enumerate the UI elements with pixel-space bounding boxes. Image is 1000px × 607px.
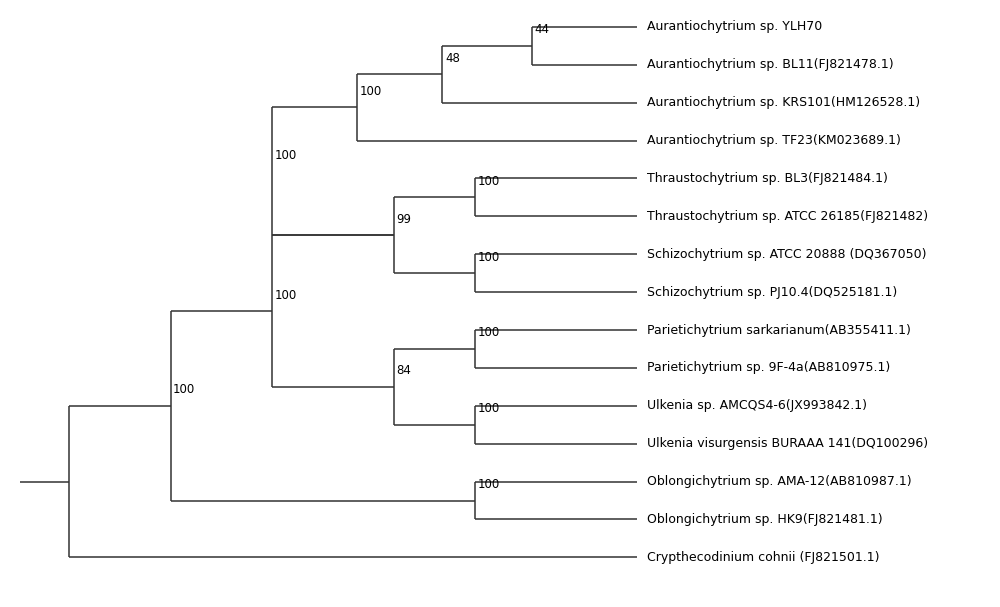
Text: 100: 100	[477, 327, 500, 339]
Text: 100: 100	[274, 288, 297, 302]
Text: Schizochytrium sp. ATCC 20888 (DQ367050): Schizochytrium sp. ATCC 20888 (DQ367050)	[647, 248, 927, 261]
Text: Parietichytrium sp. 9F-4a(AB810975.1): Parietichytrium sp. 9F-4a(AB810975.1)	[647, 361, 890, 375]
Text: Oblongichytrium sp. AMA-12(AB810987.1): Oblongichytrium sp. AMA-12(AB810987.1)	[647, 475, 912, 488]
Text: 100: 100	[477, 478, 500, 491]
Text: Thraustochytrium sp. BL3(FJ821484.1): Thraustochytrium sp. BL3(FJ821484.1)	[647, 172, 888, 185]
Text: Thraustochytrium sp. ATCC 26185(FJ821482): Thraustochytrium sp. ATCC 26185(FJ821482…	[647, 210, 928, 223]
Text: Ulkenia sp. AMCQS4-6(JX993842.1): Ulkenia sp. AMCQS4-6(JX993842.1)	[647, 399, 867, 412]
Text: Aurantiochytrium sp. KRS101(HM126528.1): Aurantiochytrium sp. KRS101(HM126528.1)	[647, 96, 920, 109]
Text: Oblongichytrium sp. HK9(FJ821481.1): Oblongichytrium sp. HK9(FJ821481.1)	[647, 513, 883, 526]
Text: Aurantiochytrium sp. BL11(FJ821478.1): Aurantiochytrium sp. BL11(FJ821478.1)	[647, 58, 894, 71]
Text: 100: 100	[477, 175, 500, 188]
Text: Schizochytrium sp. PJ10.4(DQ525181.1): Schizochytrium sp. PJ10.4(DQ525181.1)	[647, 286, 897, 299]
Text: 48: 48	[445, 52, 460, 65]
Text: 100: 100	[173, 384, 195, 396]
Text: 100: 100	[274, 149, 297, 162]
Text: 100: 100	[477, 402, 500, 415]
Text: 84: 84	[396, 364, 411, 378]
Text: Aurantiochytrium sp. TF23(KM023689.1): Aurantiochytrium sp. TF23(KM023689.1)	[647, 134, 901, 147]
Text: Ulkenia visurgensis BURAAA 141(DQ100296): Ulkenia visurgensis BURAAA 141(DQ100296)	[647, 437, 928, 450]
Text: Parietichytrium sarkarianum(AB355411.1): Parietichytrium sarkarianum(AB355411.1)	[647, 324, 911, 336]
Text: 100: 100	[360, 85, 382, 98]
Text: Aurantiochytrium sp. YLH70: Aurantiochytrium sp. YLH70	[647, 21, 822, 33]
Text: Crypthecodinium cohnii (FJ821501.1): Crypthecodinium cohnii (FJ821501.1)	[647, 551, 880, 564]
Text: 100: 100	[477, 251, 500, 263]
Text: 44: 44	[534, 24, 549, 36]
Text: 99: 99	[396, 213, 411, 226]
